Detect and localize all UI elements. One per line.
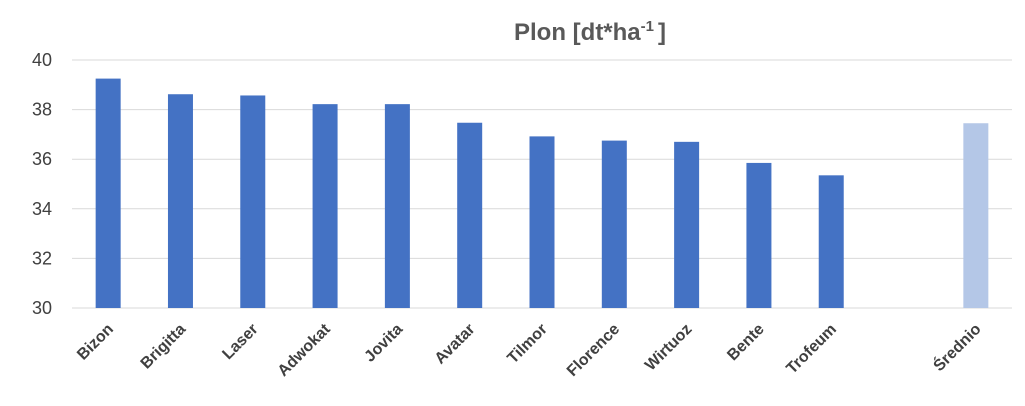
- x-tick-label: Laser: [219, 321, 261, 363]
- bar-adwokat: [312, 104, 338, 308]
- bar-bizon: [95, 78, 121, 308]
- bar-bente: [746, 162, 772, 308]
- x-axis-ticks: Bizon Brigitta Laser Adwokat Jovita Avatar Til…: [74, 319, 985, 380]
- y-tick-label: 36: [32, 149, 52, 169]
- x-tick-label: Wirtuoz: [642, 321, 695, 374]
- x-tick-label: Bente: [724, 321, 768, 365]
- bar-wirtuoz: [674, 141, 700, 308]
- chart-title: Plon [dt*ha-1]: [514, 18, 666, 46]
- y-tick-label: 30: [32, 298, 52, 318]
- bar-florence: [601, 140, 627, 308]
- bars: [95, 78, 989, 309]
- x-tick-label: Adwokat: [275, 320, 335, 380]
- chart-title-superscript: -1: [641, 18, 654, 35]
- x-tick-label: Avatar: [432, 321, 479, 368]
- x-tick-label: Bizon: [74, 321, 117, 364]
- bar-brigitta: [167, 94, 193, 308]
- y-tick-label: 38: [32, 100, 52, 120]
- x-tick-label: Trofeum: [783, 321, 840, 378]
- x-tick-label: Średnio: [929, 319, 985, 375]
- y-axis-ticks: 30 32 34 36 38 40: [32, 50, 52, 318]
- x-tick-label: Florence: [564, 321, 623, 380]
- bar-jovita: [384, 104, 410, 308]
- bar-laser: [240, 95, 266, 309]
- bar-trofeum: [818, 175, 844, 308]
- y-tick-label: 40: [32, 50, 52, 70]
- y-tick-label: 32: [32, 248, 52, 268]
- bar-avatar: [457, 122, 483, 308]
- x-tick-label: Brigitta: [138, 321, 190, 373]
- x-tick-label: Tilmor: [504, 321, 550, 367]
- bar-tilmor: [529, 136, 555, 308]
- bar-średnio: [963, 123, 989, 309]
- y-tick-label: 34: [32, 199, 52, 219]
- chart-title-end: ]: [658, 19, 666, 46]
- chart-title-main: Plon [dt*ha: [514, 19, 641, 46]
- x-tick-label: Jovita: [361, 321, 406, 366]
